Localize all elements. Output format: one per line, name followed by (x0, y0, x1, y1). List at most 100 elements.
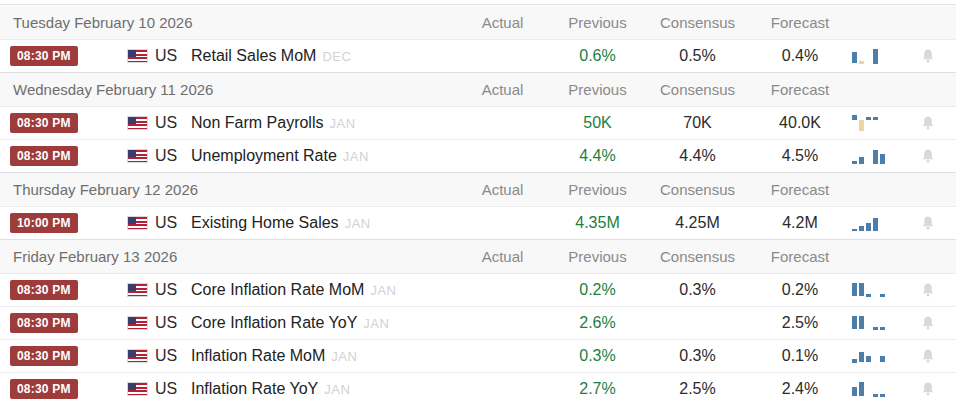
spark-bar (866, 117, 871, 120)
time-badge: 08:30 PM (10, 280, 78, 300)
col-header-consensus: Consensus (645, 181, 750, 198)
spark-bar (866, 223, 871, 231)
bell-icon[interactable] (920, 315, 936, 331)
previous-value: 0.2% (550, 281, 645, 299)
bell-icon[interactable] (920, 348, 936, 364)
bell-icon[interactable] (920, 215, 936, 231)
event-row[interactable]: 08:30 PM US Core Inflation Rate YoY JAN … (0, 306, 956, 339)
event-name-link[interactable]: Core Inflation Rate YoY (191, 314, 357, 332)
country-code: US (155, 114, 177, 132)
spark-bar (859, 283, 864, 296)
sparkline-chart[interactable] (850, 314, 900, 332)
bell-icon[interactable] (920, 115, 936, 131)
event-name-link[interactable]: Unemployment Rate (191, 147, 337, 165)
event-row[interactable]: 08:30 PM US Core Inflation Rate MoM JAN … (0, 273, 956, 306)
spark-bar (873, 218, 878, 231)
spark-bar (859, 226, 864, 231)
time-cell: 08:30 PM (0, 280, 110, 300)
event-row[interactable]: 08:30 PM US Retail Sales MoM DEC 0.6% 0.… (0, 39, 956, 72)
sparkline-chart[interactable] (850, 114, 900, 132)
sparkline-chart[interactable] (850, 281, 900, 299)
spark-bar (859, 120, 864, 131)
sparkline-chart[interactable] (850, 214, 900, 232)
event-row[interactable]: 08:30 PM US Non Farm Payrolls JAN 50K 70… (0, 106, 956, 139)
event-cell: Unemployment Rate JAN (188, 147, 455, 165)
col-header-forecast: Forecast (750, 14, 850, 31)
time-cell: 08:30 PM (0, 346, 110, 366)
previous-value: 0.3% (550, 347, 645, 365)
country-code: US (155, 380, 177, 398)
event-name-link[interactable]: Inflation Rate YoY (191, 380, 318, 398)
day-header-row: Tuesday February 10 2026 Actual Previous… (0, 5, 956, 39)
sparkline-chart[interactable] (850, 47, 900, 65)
event-name-link[interactable]: Retail Sales MoM (191, 47, 316, 65)
bell-icon[interactable] (920, 48, 936, 64)
time-cell: 08:30 PM (0, 46, 110, 66)
col-header-forecast: Forecast (750, 181, 850, 198)
event-name-link[interactable]: Inflation Rate MoM (191, 347, 325, 365)
us-flag-icon (128, 350, 147, 362)
event-cell: Retail Sales MoM DEC (188, 47, 455, 65)
previous-value: 50K (550, 114, 645, 132)
bell-icon[interactable] (920, 381, 936, 397)
spark-bar (852, 115, 857, 120)
event-row[interactable]: 10:00 PM US Existing Home Sales JAN 4.35… (0, 206, 956, 239)
bell-cell (900, 215, 956, 231)
spark-bar (852, 52, 857, 63)
forecast-value: 4.5% (750, 147, 850, 165)
bell-cell (900, 282, 956, 298)
time-cell: 10:00 PM (0, 213, 110, 233)
previous-value: 4.4% (550, 147, 645, 165)
previous-value: 2.7% (550, 380, 645, 398)
spark-bar (880, 356, 885, 362)
bell-icon[interactable] (920, 148, 936, 164)
bell-cell (900, 48, 956, 64)
time-cell: 08:30 PM (0, 379, 110, 399)
country-code: US (155, 347, 177, 365)
country-code: US (155, 214, 177, 232)
event-name-link[interactable]: Non Farm Payrolls (191, 114, 323, 132)
sparkline-chart[interactable] (850, 347, 900, 365)
event-cell: Core Inflation Rate MoM JAN (188, 281, 455, 299)
bell-icon[interactable] (920, 282, 936, 298)
spark-bar (852, 387, 857, 396)
time-badge: 08:30 PM (10, 113, 78, 133)
event-row[interactable]: 08:30 PM US Inflation Rate YoY JAN 2.7% … (0, 372, 956, 403)
event-name-link[interactable]: Core Inflation Rate MoM (191, 281, 364, 299)
time-cell: 08:30 PM (0, 146, 110, 166)
sparkline-chart[interactable] (850, 147, 900, 165)
spark-bar (852, 229, 857, 231)
sparkline-chart[interactable] (850, 380, 900, 398)
consensus-value: 0.3% (645, 347, 750, 365)
spark-bar (873, 49, 878, 64)
us-flag-icon (128, 150, 147, 162)
spark-bar (873, 327, 878, 330)
event-reference-period: JAN (343, 149, 369, 164)
bell-cell (900, 148, 956, 164)
spark-bar (859, 316, 864, 329)
spark-bar (859, 352, 864, 362)
spark-bar (873, 394, 878, 397)
previous-value: 4.35M (550, 214, 645, 232)
event-row[interactable]: 08:30 PM US Inflation Rate MoM JAN 0.3% … (0, 339, 956, 372)
consensus-value: 0.5% (645, 47, 750, 65)
spark-bar (852, 161, 857, 164)
event-cell: Inflation Rate YoY JAN (188, 380, 455, 398)
forecast-value: 2.5% (750, 314, 850, 332)
col-header-consensus: Consensus (645, 81, 750, 98)
country-cell: US (110, 314, 188, 332)
spark-bar (852, 316, 857, 329)
previous-value: 0.6% (550, 47, 645, 65)
col-header-actual: Actual (455, 81, 550, 98)
event-reference-period: JAN (345, 216, 371, 231)
time-badge: 08:30 PM (10, 146, 78, 166)
spark-bar (866, 294, 871, 297)
day-date: Wednesday February 11 2026 (0, 81, 455, 98)
spark-bar (880, 327, 885, 330)
spark-bar (880, 394, 885, 397)
consensus-value: 70K (645, 114, 750, 132)
event-name-link[interactable]: Existing Home Sales (191, 214, 339, 232)
col-header-previous: Previous (550, 181, 645, 198)
spark-bar (859, 61, 864, 64)
event-row[interactable]: 08:30 PM US Unemployment Rate JAN 4.4% 4… (0, 139, 956, 172)
